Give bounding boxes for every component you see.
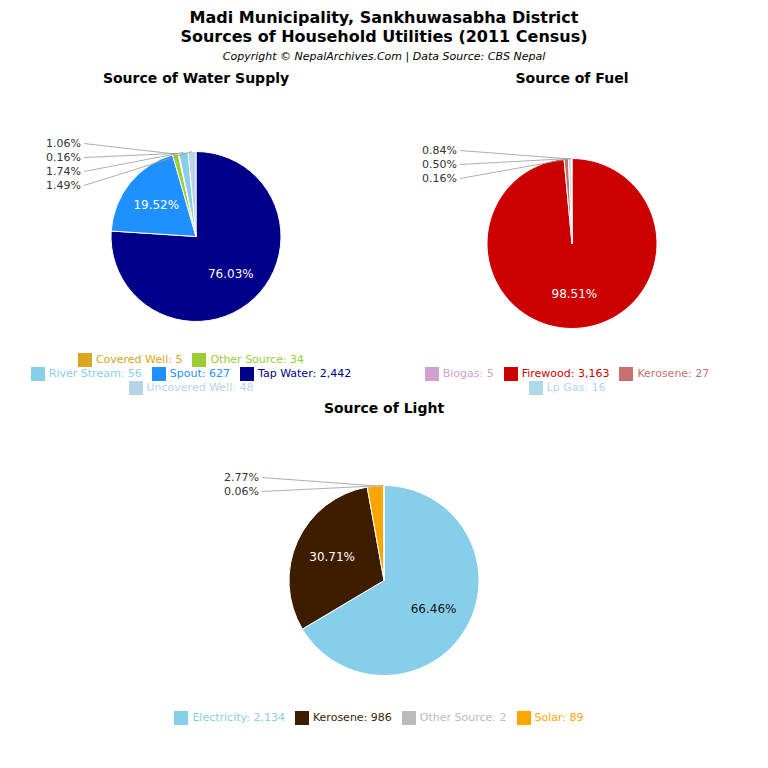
svg-text:0.06%: 0.06% [224, 485, 259, 498]
html-text:Kerosene: 986: Kerosene: 986 [312, 711, 392, 724]
svg-text:66.46%: 66.46% [411, 602, 457, 616]
html-text:Covered Well: 5: Covered Well: 5 [95, 353, 183, 366]
html-text:Spout: 627: Spout: 627 [169, 367, 230, 380]
html-text:Firewood: 3,163: Firewood: 3,163 [521, 367, 610, 380]
html-text:Source of Water Supply: Source of Water Supply [102, 70, 290, 86]
html-text:Biogas: 5: Biogas: 5 [442, 367, 494, 380]
svg-text:19.52%: 19.52% [133, 198, 179, 212]
svg-text:1.06%: 1.06% [46, 137, 81, 150]
svg-text:30.71%: 30.71% [309, 550, 355, 564]
html-text:Copyright © NepalArchives.Com: Copyright © NepalArchives.Com | Data Sou… [222, 50, 546, 63]
svg-text:0.16%: 0.16% [422, 172, 457, 185]
svg-text:1.74%: 1.74% [46, 165, 81, 178]
html-text:Madi Municipality, Sankhuwasab: Madi Municipality, Sankhuwasabha Distric… [189, 8, 579, 27]
html-text:Uncovered Well: 48: Uncovered Well: 48 [146, 381, 254, 394]
svg-text:76.03%: 76.03% [208, 267, 254, 281]
html-text:Tap Water: 2,442: Tap Water: 2,442 [258, 367, 352, 380]
svg-text:0.16%: 0.16% [46, 151, 81, 164]
html-text:Other Source: 2: Other Source: 2 [419, 711, 507, 724]
svg-text:98.51%: 98.51% [552, 287, 598, 301]
html-text:Electricity: 2,134: Electricity: 2,134 [192, 711, 285, 724]
html-text:Solar: 89: Solar: 89 [534, 711, 584, 724]
html-text:Kerosene: 27: Kerosene: 27 [637, 367, 710, 380]
svg-text:0.84%: 0.84% [422, 144, 457, 157]
svg-text:0.50%: 0.50% [422, 158, 457, 171]
svg-text:1.49%: 1.49% [46, 179, 81, 192]
html-text:Other Source: 34: Other Source: 34 [210, 353, 305, 366]
html-text:River Stream: 56: River Stream: 56 [48, 367, 142, 380]
html-text:Source of Light: Source of Light [323, 400, 445, 416]
html-text:Source of Fuel: Source of Fuel [515, 70, 629, 86]
html-text:Sources of Household Utilities: Sources of Household Utilities (2011 Cen… [180, 27, 588, 46]
svg-text:2.77%: 2.77% [224, 471, 259, 484]
html-text:Lp Gas: 16: Lp Gas: 16 [546, 381, 606, 394]
